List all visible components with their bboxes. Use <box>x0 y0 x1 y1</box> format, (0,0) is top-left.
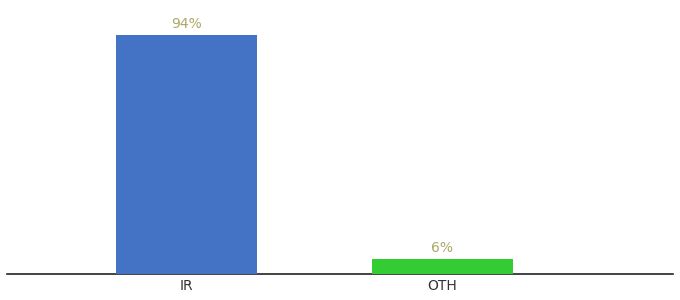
Text: 6%: 6% <box>432 241 454 255</box>
Text: 94%: 94% <box>171 17 202 31</box>
Bar <box>372 259 513 274</box>
Bar <box>116 35 257 274</box>
